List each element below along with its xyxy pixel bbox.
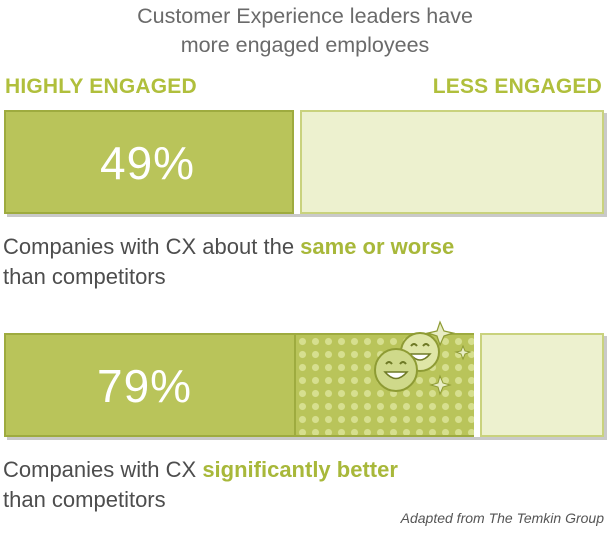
- caption-same-or-worse: Companies with CX about the same or wors…: [3, 232, 454, 292]
- chart-title: Customer Experience leaders have more en…: [0, 2, 610, 60]
- laughing-faces-icon: [374, 320, 472, 396]
- caption-text-2: than competitors: [3, 264, 166, 289]
- caption-significantly-better: Companies with CX significantly better t…: [3, 455, 398, 515]
- caption-text-2: than competitors: [3, 487, 166, 512]
- caption-highlight: same or worse: [300, 234, 455, 259]
- caption-highlight: significantly better: [202, 457, 398, 482]
- bar-cx-same-or-worse: 49%: [4, 110, 604, 214]
- bar-segment-base-engaged: [4, 333, 296, 437]
- caption-text: Companies with CX: [3, 457, 203, 482]
- legend-less-engaged: LESS ENGAGED: [432, 75, 602, 98]
- source-note: Adapted from The Temkin Group: [400, 510, 604, 526]
- value-label: 49%: [100, 137, 196, 189]
- legend-highly-engaged: HIGHLY ENGAGED: [5, 75, 197, 98]
- caption-text: Companies with CX about the: [3, 234, 301, 259]
- bar-cx-significantly-better: 79%: [4, 333, 604, 437]
- title-line-1: Customer Experience leaders have: [137, 4, 473, 28]
- bar-segment-less-engaged: [480, 333, 604, 437]
- bar-segment-highly-engaged: [4, 110, 294, 214]
- bar-segment-less-engaged: [300, 110, 604, 214]
- value-label: 79%: [97, 360, 193, 412]
- title-line-2: more engaged employees: [180, 33, 430, 57]
